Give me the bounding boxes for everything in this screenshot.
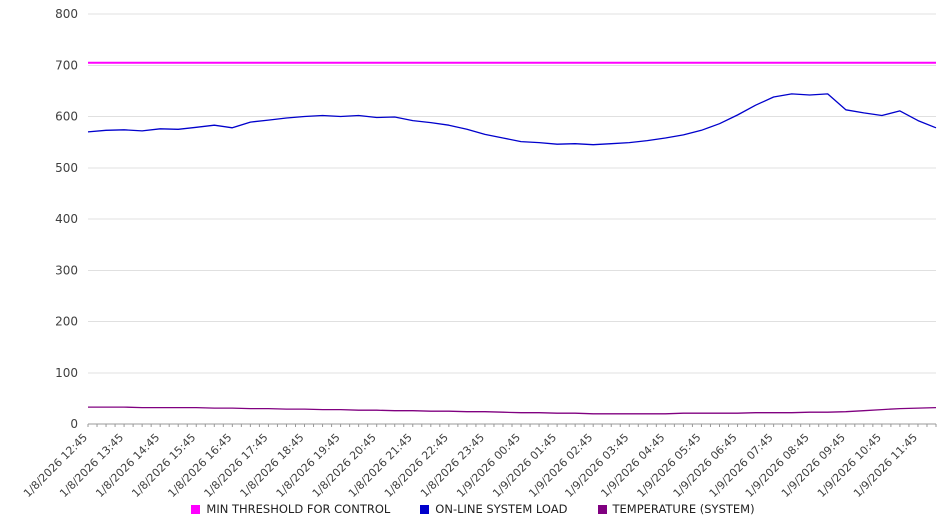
svg-text:1/9/2026 09:45: 1/9/2026 09:45 bbox=[779, 431, 848, 500]
svg-text:1/9/2026 11:45: 1/9/2026 11:45 bbox=[851, 431, 920, 500]
svg-text:1/9/2026 01:45: 1/9/2026 01:45 bbox=[490, 431, 559, 500]
svg-text:1/8/2026 23:45: 1/8/2026 23:45 bbox=[418, 431, 487, 500]
svg-text:600: 600 bbox=[55, 110, 78, 124]
svg-text:1/9/2026 00:45: 1/9/2026 00:45 bbox=[454, 431, 523, 500]
svg-text:1/8/2026 19:45: 1/8/2026 19:45 bbox=[274, 431, 343, 500]
svg-text:1/8/2026 22:45: 1/8/2026 22:45 bbox=[382, 431, 451, 500]
svg-text:1/9/2026 08:45: 1/9/2026 08:45 bbox=[743, 431, 812, 500]
legend-item-min-threshold[interactable]: MIN THRESHOLD FOR CONTROL bbox=[191, 502, 390, 516]
svg-text:700: 700 bbox=[55, 58, 78, 72]
svg-text:1/8/2026 14:45: 1/8/2026 14:45 bbox=[93, 431, 162, 500]
legend-swatch-min-threshold-icon bbox=[191, 504, 201, 514]
svg-text:800: 800 bbox=[55, 7, 78, 21]
legend-label-system-load: ON-LINE SYSTEM LOAD bbox=[435, 502, 568, 516]
svg-text:200: 200 bbox=[55, 315, 78, 329]
svg-text:1/9/2026 03:45: 1/9/2026 03:45 bbox=[562, 431, 631, 500]
svg-text:1/8/2026 20:45: 1/8/2026 20:45 bbox=[310, 431, 379, 500]
svg-text:1/8/2026 16:45: 1/8/2026 16:45 bbox=[165, 431, 234, 500]
svg-text:300: 300 bbox=[55, 263, 78, 277]
legend-swatch-system-load-icon bbox=[420, 504, 430, 514]
svg-text:400: 400 bbox=[55, 212, 78, 226]
svg-text:1/8/2026 15:45: 1/8/2026 15:45 bbox=[129, 431, 198, 500]
svg-text:1/9/2026 04:45: 1/9/2026 04:45 bbox=[598, 431, 667, 500]
svg-text:1/9/2026 02:45: 1/9/2026 02:45 bbox=[526, 431, 595, 500]
svg-text:1/8/2026 18:45: 1/8/2026 18:45 bbox=[238, 431, 307, 500]
legend-swatch-temperature-icon bbox=[597, 504, 607, 514]
svg-text:100: 100 bbox=[55, 366, 78, 380]
svg-text:1/9/2026 07:45: 1/9/2026 07:45 bbox=[707, 431, 776, 500]
svg-text:1/9/2026 05:45: 1/9/2026 05:45 bbox=[635, 431, 704, 500]
legend-item-system-load[interactable]: ON-LINE SYSTEM LOAD bbox=[420, 502, 568, 516]
svg-text:1/9/2026 10:45: 1/9/2026 10:45 bbox=[815, 431, 884, 500]
svg-text:0: 0 bbox=[70, 417, 78, 431]
svg-text:1/8/2026 12:45: 1/8/2026 12:45 bbox=[21, 431, 90, 500]
svg-text:1/8/2026 13:45: 1/8/2026 13:45 bbox=[57, 431, 126, 500]
chart-legend: MIN THRESHOLD FOR CONTROL ON-LINE SYSTEM… bbox=[0, 502, 946, 516]
legend-label-min-threshold: MIN THRESHOLD FOR CONTROL bbox=[206, 502, 391, 516]
svg-text:1/8/2026 21:45: 1/8/2026 21:45 bbox=[346, 431, 415, 500]
legend-item-temperature[interactable]: TEMPERATURE (SYSTEM) bbox=[597, 502, 755, 516]
legend-label-temperature: TEMPERATURE (SYSTEM) bbox=[612, 502, 755, 516]
svg-text:1/9/2026 06:45: 1/9/2026 06:45 bbox=[671, 431, 740, 500]
svg-text:500: 500 bbox=[55, 161, 78, 175]
svg-text:1/8/2026 17:45: 1/8/2026 17:45 bbox=[202, 431, 271, 500]
